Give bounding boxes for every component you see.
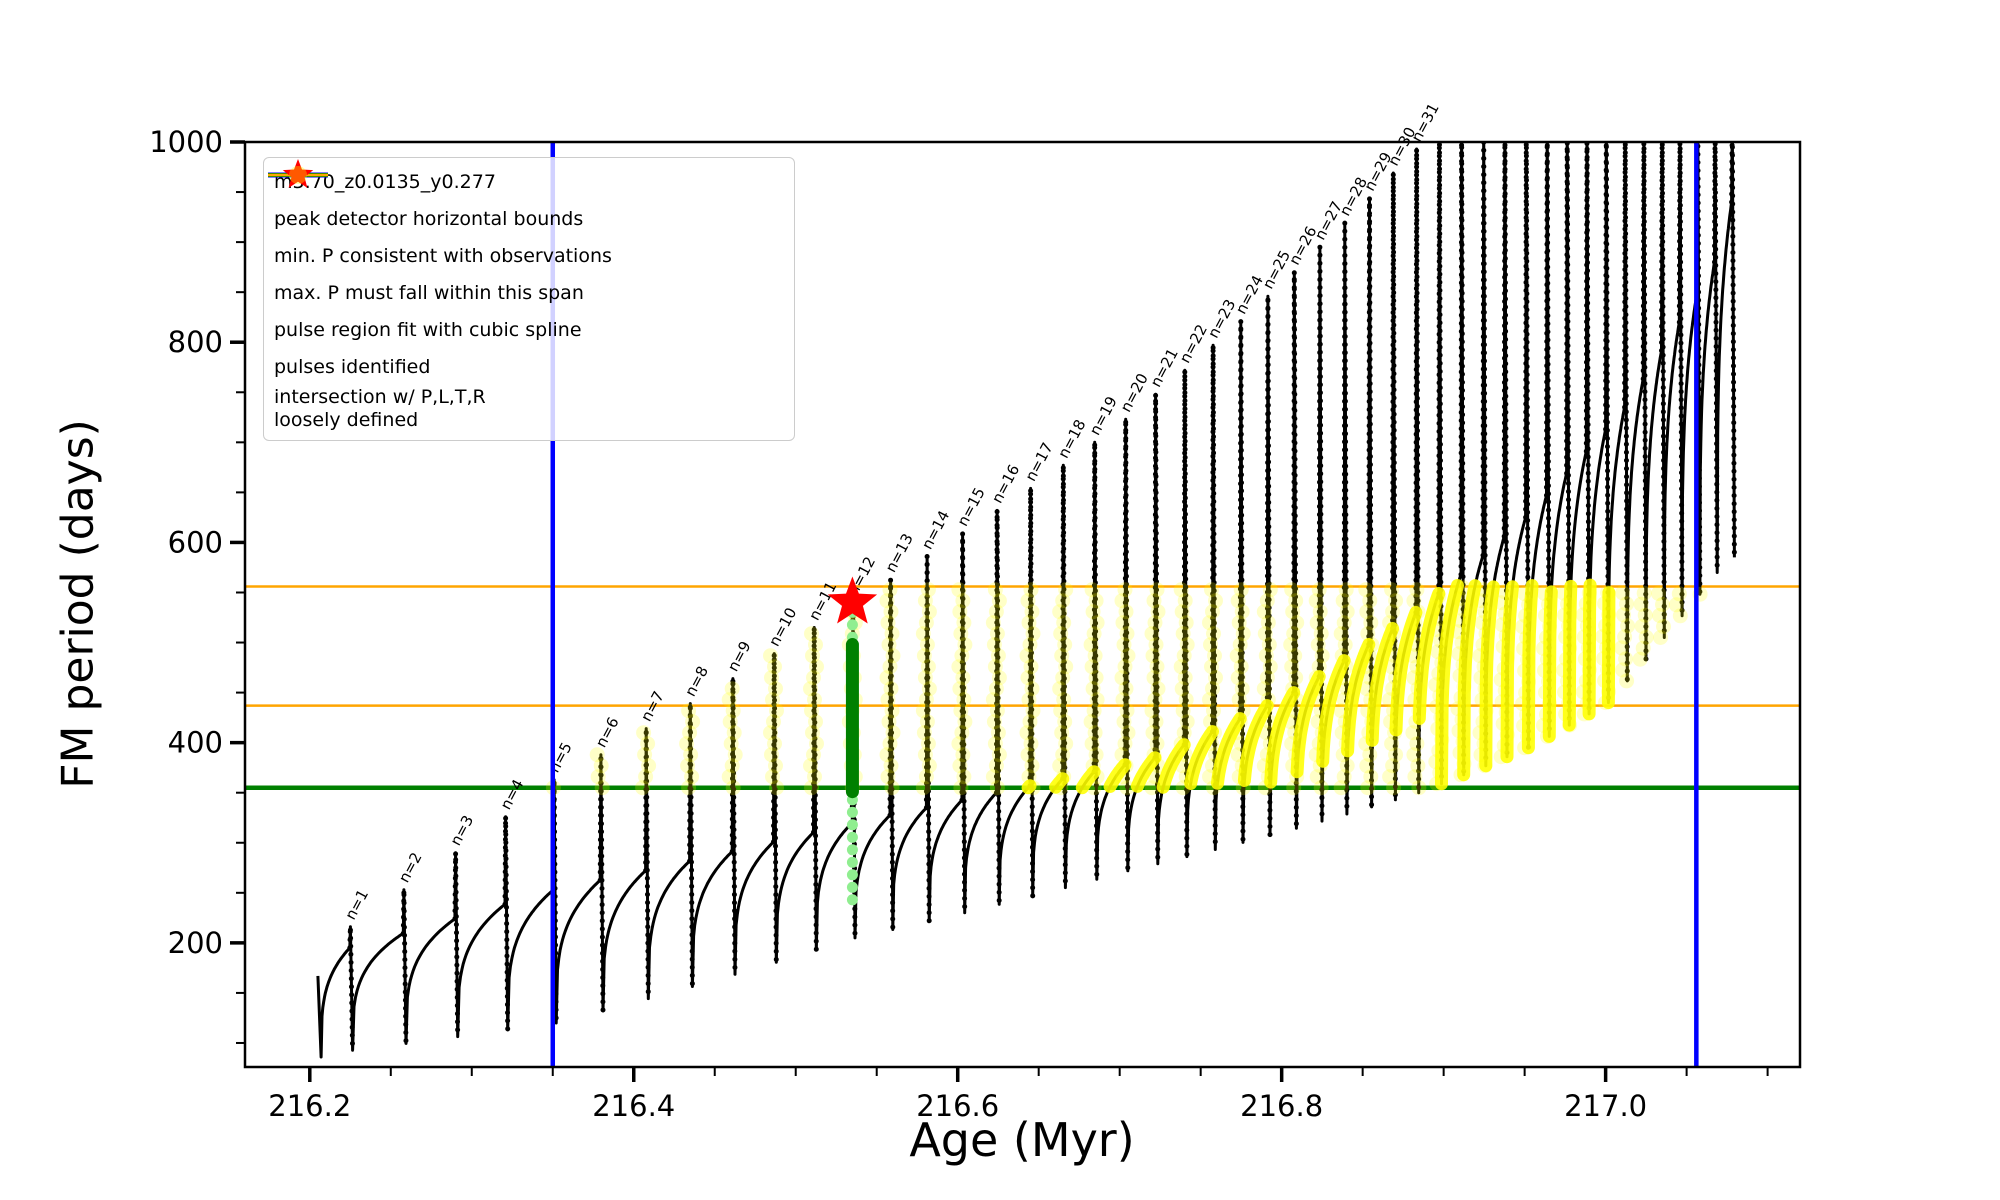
legend-label: peak detector horizontal bounds	[274, 208, 584, 230]
intersection-arch	[1341, 638, 1376, 758]
pulse-number-label: n=1	[341, 886, 372, 922]
intersection-arch	[1500, 580, 1519, 764]
legend-label: intersection w/ P,L,T,R loosely defined	[274, 386, 486, 431]
pulse-number-label: n=31	[1408, 100, 1443, 145]
legend-entry: min. P consistent with observations	[268, 173, 782, 275]
legend-label: m3.70_z0.0135_y0.277	[274, 171, 496, 193]
legend-label: max. P must fall within this span	[274, 282, 584, 304]
spline-fit-dot	[846, 619, 858, 631]
pulse-number-label: n=9	[724, 638, 755, 674]
intersection-arch	[1562, 579, 1578, 732]
intersection-arch	[1075, 765, 1101, 795]
pulse-number-label: n=8	[681, 663, 712, 699]
pulse-number-label: n=13	[882, 531, 917, 576]
spline-fit-dot	[846, 806, 858, 818]
legend-marker-star	[282, 159, 314, 188]
x-tick-label: 216.2	[268, 1089, 351, 1123]
intersection-arch	[1184, 725, 1219, 790]
pulse-number-label: n=10	[765, 605, 800, 650]
intersection-arch	[1290, 670, 1326, 779]
identified-pulse-star	[827, 576, 878, 624]
intersection-arch	[1103, 758, 1132, 793]
legend-entry: pulses identified	[274, 159, 782, 386]
y-axis-label: FM period (days)	[52, 419, 104, 789]
intersection-markers	[545, 578, 1708, 796]
axes-frame: 216.2 216.4 216.6 216.8 217.0 200 400 600 800 100…	[149, 125, 1802, 1123]
intersection-arch	[1365, 622, 1400, 747]
legend-entry: peak detector horizontal bounds	[268, 172, 782, 238]
pulse-number-label: n=17	[1022, 439, 1057, 484]
x-tick-label: 217.0	[1564, 1089, 1647, 1123]
intersection-arch	[1021, 779, 1037, 795]
legend-label: min. P consistent with observations	[274, 245, 612, 267]
x-tick-label: 216.6	[916, 1089, 999, 1123]
pulse-number-label: n=21	[1147, 345, 1182, 390]
intersection-arch	[1582, 578, 1597, 721]
intersection-arch	[1264, 686, 1301, 789]
pulse-number-label: n=16	[988, 461, 1023, 506]
pulse-number-label: n=20	[1117, 370, 1152, 415]
pulse-number-label: n=19	[1086, 393, 1121, 438]
spline-fit-dot	[846, 831, 858, 843]
pulse-number-label: n=6	[592, 714, 623, 750]
x-tick-label: 216.8	[1240, 1089, 1323, 1123]
pulse-number-label: n=3	[447, 812, 478, 848]
intersection-arch	[1211, 712, 1247, 790]
intersection-arch	[1316, 654, 1351, 768]
intersection-arch	[1435, 579, 1464, 791]
intersection-arch	[1237, 699, 1274, 787]
pulse-number-label: n=15	[954, 484, 989, 529]
spline-fit-dot	[846, 819, 858, 831]
intersection-arch	[1389, 606, 1423, 737]
intersection-arch	[1049, 772, 1070, 794]
pulse-number-label: n=14	[918, 508, 953, 553]
spline-fit-dot	[846, 856, 858, 868]
legend-label: pulse region fit with cubic spline	[274, 319, 582, 341]
intersection-arch	[1457, 579, 1482, 782]
pulse-number-label: n=2	[395, 849, 426, 885]
spline-fit-dot	[846, 844, 858, 856]
y-tick-label: 200	[168, 926, 223, 960]
legend-label: pulses identified	[274, 356, 431, 378]
plot-frame	[243, 140, 1802, 1069]
intersection-arch	[1601, 586, 1616, 710]
legend-marker-dot	[289, 166, 307, 184]
pulse-fit-markers	[827, 576, 878, 906]
pulse-track-markers	[347, 142, 1737, 1053]
legend-entry: intersection w/ P,L,T,R loosely defined	[274, 166, 782, 432]
pulse-number-label: n=4	[497, 776, 528, 812]
y-tick-label: 1000	[149, 125, 223, 159]
legend-entry: m3.70_z0.0135_y0.277	[268, 164, 782, 201]
x-axis-label: Age (Myr)	[909, 1113, 1135, 1167]
pulse-number-label: n=5	[545, 739, 576, 775]
intersection-arch	[1156, 738, 1191, 794]
intersection-arch	[1412, 587, 1446, 725]
y-tick-label: 800	[168, 325, 223, 359]
intersection-arch	[1479, 580, 1500, 773]
y-tick-label: 400	[168, 726, 223, 760]
legend-entry: pulse region fit with cubic spline	[274, 170, 782, 349]
spline-fit-dot	[846, 869, 858, 881]
legend-entry: max. P must fall within this span	[268, 173, 782, 312]
spline-fit-dot	[846, 894, 858, 906]
intersection-arch	[1521, 579, 1539, 755]
x-tick-label: 216.4	[592, 1089, 675, 1123]
spline-fit-dot	[846, 881, 858, 893]
pulse-number-label: n=18	[1054, 416, 1089, 461]
intersection-arch	[1542, 585, 1558, 743]
intersection-arch	[1130, 751, 1162, 793]
y-tick-label: 600	[168, 525, 223, 559]
